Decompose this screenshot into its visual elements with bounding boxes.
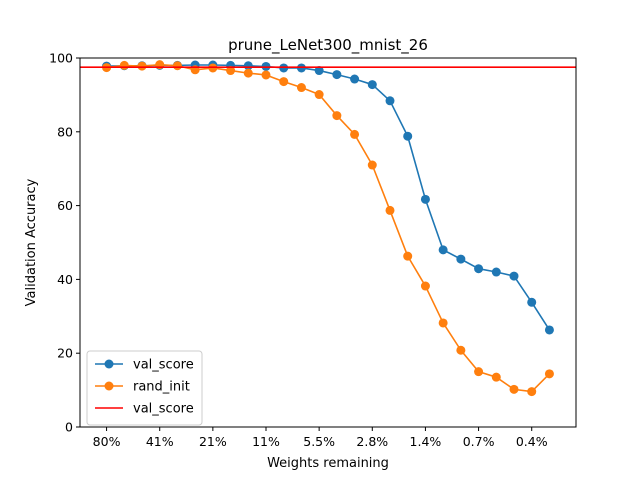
data-point-val_score-0-17 bbox=[403, 131, 413, 141]
data-point-rand_init-1-10 bbox=[279, 77, 289, 87]
plot-area bbox=[80, 60, 576, 397]
x-tick-label-5: 2.8% bbox=[356, 434, 388, 449]
data-point-rand_init-1-18 bbox=[420, 281, 430, 291]
y-tick-label-1: 20 bbox=[57, 346, 73, 361]
legend-box bbox=[86, 350, 203, 426]
chart-title: prune_LeNet300_mnist_26 bbox=[228, 36, 428, 55]
x-tick-label-0: 80% bbox=[93, 434, 121, 449]
legend-marker-0 bbox=[104, 359, 114, 369]
data-point-val_score-0-15 bbox=[367, 80, 377, 90]
data-point-val_score-0-23 bbox=[509, 271, 519, 281]
data-point-rand_init-1-8 bbox=[243, 68, 253, 78]
x-tick-label-7: 0.7% bbox=[463, 434, 495, 449]
x-tick-label-8: 0.4% bbox=[516, 434, 548, 449]
data-point-rand_init-1-1 bbox=[119, 60, 129, 70]
data-point-val_score-0-25 bbox=[544, 325, 554, 335]
data-point-rand_init-1-16 bbox=[385, 205, 395, 215]
legend-label-0: val_score bbox=[133, 358, 194, 373]
y-tick-label-3: 60 bbox=[57, 198, 73, 213]
data-point-rand_init-1-9 bbox=[261, 70, 271, 80]
data-point-rand_init-1-11 bbox=[296, 83, 306, 93]
y-tick-label-2: 40 bbox=[57, 272, 73, 287]
legend: val_score rand_init val_score bbox=[86, 350, 203, 426]
data-point-val_score-0-16 bbox=[385, 96, 395, 106]
data-point-rand_init-1-22 bbox=[491, 372, 501, 382]
axes-frame bbox=[79, 57, 577, 428]
data-point-val_score-0-19 bbox=[438, 245, 448, 255]
data-point-rand_init-1-17 bbox=[403, 251, 413, 261]
axes: 0 20 40 60 80 100 80% 41% 21% 11% 5.5% 2.8% 1.4% 0.7%… bbox=[49, 51, 577, 449]
data-point-val_score-0-20 bbox=[456, 254, 466, 264]
data-point-val_score-0-22 bbox=[491, 267, 501, 277]
y-tick-label-0: 0 bbox=[65, 420, 73, 435]
data-point-rand_init-1-19 bbox=[438, 318, 448, 328]
data-point-val_score-0-18 bbox=[420, 194, 430, 204]
data-point-val_score-0-12 bbox=[314, 66, 324, 76]
data-point-val_score-0-21 bbox=[474, 264, 484, 274]
x-axis-title: Weights remaining bbox=[267, 456, 389, 471]
data-point-rand_init-1-15 bbox=[367, 160, 377, 170]
data-point-val_score-0-13 bbox=[332, 70, 342, 80]
plot-clip-group bbox=[80, 60, 576, 397]
x-tick-label-4: 5.5% bbox=[303, 434, 335, 449]
data-point-rand_init-1-7 bbox=[226, 66, 236, 76]
data-point-rand_init-1-25 bbox=[544, 369, 554, 379]
data-point-val_score-0-24 bbox=[527, 297, 537, 307]
data-point-rand_init-1-20 bbox=[456, 345, 466, 355]
data-point-rand_init-1-2 bbox=[137, 61, 147, 71]
data-point-rand_init-1-12 bbox=[314, 90, 324, 100]
legend-label-1: rand_init bbox=[133, 380, 190, 395]
data-point-rand_init-1-4 bbox=[172, 61, 182, 71]
data-point-rand_init-1-13 bbox=[332, 111, 342, 121]
legend-label-2: val_score bbox=[133, 402, 194, 417]
x-tick-label-6: 1.4% bbox=[410, 434, 442, 449]
y-tick-label-4: 80 bbox=[57, 124, 73, 139]
x-tick-label-1: 41% bbox=[146, 434, 174, 449]
data-point-rand_init-1-24 bbox=[527, 387, 537, 397]
data-point-rand_init-1-23 bbox=[509, 384, 519, 394]
x-tick-label-3: 11% bbox=[252, 434, 280, 449]
data-point-rand_init-1-14 bbox=[350, 129, 360, 139]
data-point-rand_init-1-21 bbox=[474, 367, 484, 377]
legend-marker-1 bbox=[104, 381, 114, 391]
y-axis-title: Validation Accuracy bbox=[24, 178, 39, 306]
y-tick-label-5: 100 bbox=[49, 51, 73, 66]
x-tick-label-2: 21% bbox=[199, 434, 227, 449]
data-point-val_score-0-14 bbox=[350, 74, 360, 84]
